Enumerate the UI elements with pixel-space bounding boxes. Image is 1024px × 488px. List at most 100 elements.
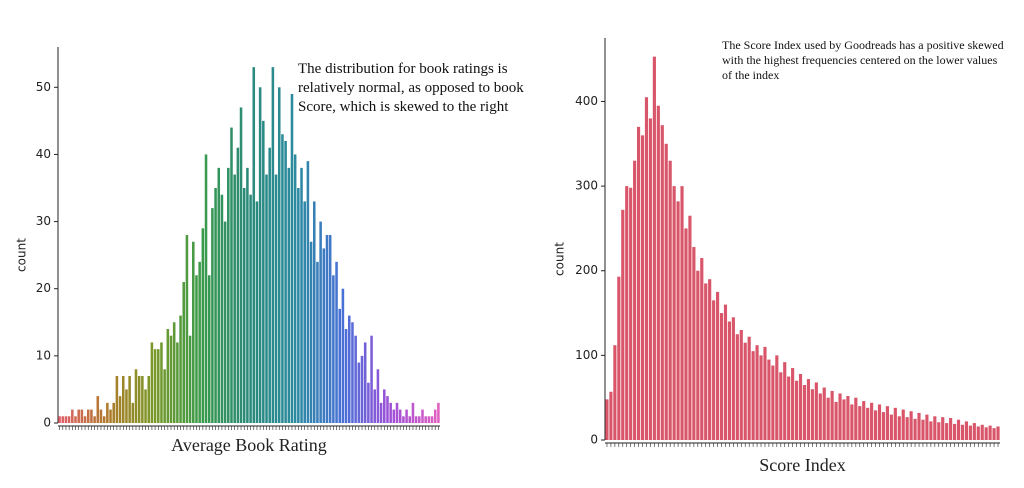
bar	[322, 248, 326, 423]
bar	[715, 291, 720, 440]
bar	[952, 423, 957, 440]
bar	[885, 406, 890, 440]
bar	[779, 372, 783, 440]
bar	[775, 355, 779, 440]
bar	[897, 416, 901, 440]
bar	[300, 167, 303, 423]
bar	[719, 313, 724, 440]
bar	[71, 409, 74, 423]
y-axis-label: count	[15, 238, 29, 272]
bar	[759, 355, 763, 440]
bar	[373, 389, 377, 423]
bar	[344, 329, 348, 423]
bar	[335, 261, 338, 423]
bar	[363, 342, 367, 423]
bar	[402, 416, 405, 423]
bar	[284, 141, 287, 423]
bar	[826, 397, 830, 440]
bar	[64, 416, 68, 423]
bar	[198, 261, 201, 423]
bar	[625, 186, 629, 440]
bar	[751, 351, 755, 440]
bar	[767, 359, 771, 440]
bar	[877, 404, 882, 440]
bar	[265, 174, 268, 423]
bar	[414, 416, 418, 423]
bar	[281, 134, 284, 424]
bar	[185, 235, 189, 423]
bar	[348, 315, 351, 423]
bar	[112, 402, 115, 423]
bar	[328, 235, 332, 423]
bar	[121, 376, 125, 423]
y-tick-label: 0	[590, 433, 598, 447]
bar	[704, 283, 708, 440]
bar	[664, 143, 668, 440]
bar	[731, 317, 735, 440]
bar	[913, 418, 917, 440]
bar	[893, 407, 897, 440]
annotation: The Score Index used by Goodreads has a …	[722, 38, 1004, 82]
bar	[249, 194, 252, 423]
bar	[814, 382, 818, 440]
bar	[834, 401, 838, 440]
bar	[258, 87, 262, 424]
bar	[354, 335, 357, 423]
bar	[67, 416, 71, 423]
bar	[937, 422, 941, 440]
y-tick-label: 0	[43, 416, 51, 430]
bar	[192, 241, 195, 423]
bar	[242, 188, 246, 423]
bar	[312, 201, 316, 423]
bar	[223, 221, 227, 423]
bar	[341, 288, 345, 423]
bar	[921, 419, 925, 440]
bar	[389, 402, 392, 423]
y-tick-label: 200	[575, 263, 598, 277]
bar	[277, 87, 281, 424]
bar	[233, 174, 236, 423]
bar	[255, 201, 259, 423]
bar	[684, 228, 688, 440]
bar	[287, 167, 291, 423]
bar	[747, 336, 751, 440]
bar	[609, 391, 613, 440]
bar	[230, 127, 233, 424]
bar	[144, 389, 147, 423]
bar	[61, 416, 65, 423]
bar	[115, 376, 119, 423]
bar	[613, 345, 617, 440]
bar	[160, 342, 163, 423]
bar	[901, 409, 905, 440]
bar	[357, 362, 361, 423]
bar	[246, 167, 249, 423]
bar	[862, 401, 866, 440]
bar	[988, 425, 992, 440]
bar	[405, 409, 408, 423]
bar	[332, 275, 335, 423]
bar	[680, 186, 684, 440]
bar	[830, 390, 834, 440]
bar	[424, 416, 427, 423]
bar	[109, 409, 112, 423]
bar	[933, 416, 937, 440]
bar	[941, 417, 945, 440]
bar	[652, 56, 656, 440]
bar	[798, 373, 803, 440]
bar	[236, 147, 240, 423]
bar	[617, 276, 621, 440]
bar	[692, 247, 696, 440]
annotation: The distribution for book ratings is rel…	[298, 61, 524, 115]
bar	[838, 393, 842, 440]
bar	[179, 315, 182, 423]
bar	[960, 424, 965, 440]
bar	[723, 304, 728, 440]
bar	[822, 387, 826, 440]
bar	[929, 421, 933, 440]
bar	[783, 362, 787, 440]
x-axis-label: Score Index	[759, 455, 845, 475]
bar	[676, 201, 680, 440]
bar	[370, 335, 373, 423]
bar	[810, 389, 814, 440]
